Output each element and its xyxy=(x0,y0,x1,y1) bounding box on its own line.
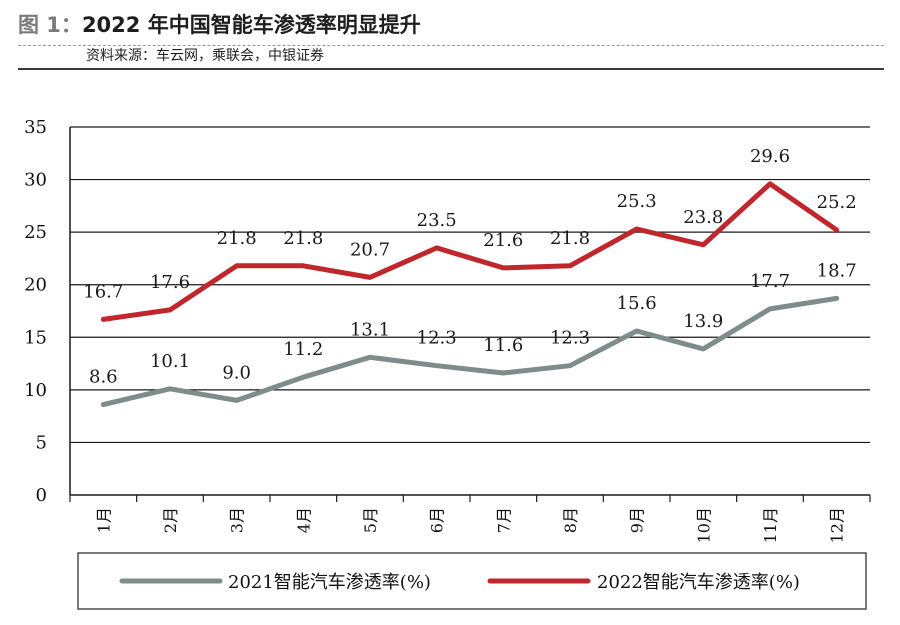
data-label-2021: 11.6 xyxy=(483,335,523,356)
data-label-2022: 25.3 xyxy=(617,191,657,212)
title-divider xyxy=(18,45,884,46)
data-label-2021: 13.1 xyxy=(350,319,390,340)
series-line-2021 xyxy=(100,295,840,408)
x-tick-label: 7月 xyxy=(494,507,513,533)
source-note: 资料来源：车云网，乘联会，中银证券 xyxy=(86,48,324,64)
data-label-2022: 25.2 xyxy=(817,192,857,213)
data-label-2021: 8.6 xyxy=(89,367,118,388)
y-tick-label: 30 xyxy=(24,170,47,191)
chart-title: 2022 年中国智能车渗透率明显提升 xyxy=(81,13,421,37)
x-tick-label: 6月 xyxy=(428,507,447,533)
legend-label-2021: 2021智能汽车渗透率(%) xyxy=(228,572,431,593)
data-label-2022: 21.8 xyxy=(283,228,323,249)
data-label-2021: 9.0 xyxy=(222,362,251,383)
y-tick-label: 20 xyxy=(24,275,47,296)
data-label-2021: 11.2 xyxy=(283,339,323,360)
figure-label: 图 1： xyxy=(18,13,82,37)
data-label-2022: 23.8 xyxy=(683,207,723,228)
data-label-2021: 10.1 xyxy=(150,351,190,372)
data-label-2021: 12.3 xyxy=(417,328,457,349)
data-label-2022: 21.6 xyxy=(483,230,523,251)
y-tick-label: 25 xyxy=(24,222,47,243)
x-tick-label: 9月 xyxy=(628,507,647,533)
y-tick-label: 35 xyxy=(24,117,47,138)
x-tick-label: 1月 xyxy=(94,507,113,533)
data-label-2022: 21.8 xyxy=(217,228,257,249)
data-label-2021: 17.7 xyxy=(750,271,790,292)
x-tick-label: 4月 xyxy=(294,507,313,533)
data-label-2022: 21.8 xyxy=(550,228,590,249)
x-tick-label: 3月 xyxy=(228,507,247,533)
x-tick-label: 10月 xyxy=(694,507,713,543)
figure-header: 图 1：2022 年中国智能车渗透率明显提升 资料来源：车云网，乘联会，中银证券 xyxy=(18,10,884,70)
y-tick-label: 15 xyxy=(24,327,47,348)
header-bottom-rule xyxy=(18,68,884,70)
figure-title: 图 1：2022 年中国智能车渗透率明显提升 xyxy=(18,10,884,40)
data-label-2022: 16.7 xyxy=(83,281,123,302)
data-label-2022: 29.6 xyxy=(750,146,790,167)
y-tick-label: 10 xyxy=(24,380,47,401)
data-label-2022: 20.7 xyxy=(350,239,390,260)
x-tick-label: 11月 xyxy=(761,507,780,543)
legend: 2021智能汽车渗透率(%) 2022智能汽车渗透率(%) xyxy=(77,552,867,610)
x-tick-label: 8月 xyxy=(561,507,580,533)
series-line-2022 xyxy=(100,181,840,322)
x-tick-label: 2月 xyxy=(161,507,180,533)
data-label-2021: 12.3 xyxy=(550,328,590,349)
data-label-2022: 17.6 xyxy=(150,272,190,293)
x-tick-label: 5月 xyxy=(361,507,380,533)
x-tick-label: 12月 xyxy=(828,507,847,543)
data-label-2022: 23.5 xyxy=(417,210,457,231)
legend-label-2022: 2022智能汽车渗透率(%) xyxy=(597,572,800,593)
y-tick-label: 5 xyxy=(36,432,47,453)
y-tick-label: 0 xyxy=(36,485,47,506)
data-label-2021: 18.7 xyxy=(817,260,857,281)
data-label-2021: 13.9 xyxy=(683,311,723,332)
data-label-2021: 15.6 xyxy=(617,293,657,314)
